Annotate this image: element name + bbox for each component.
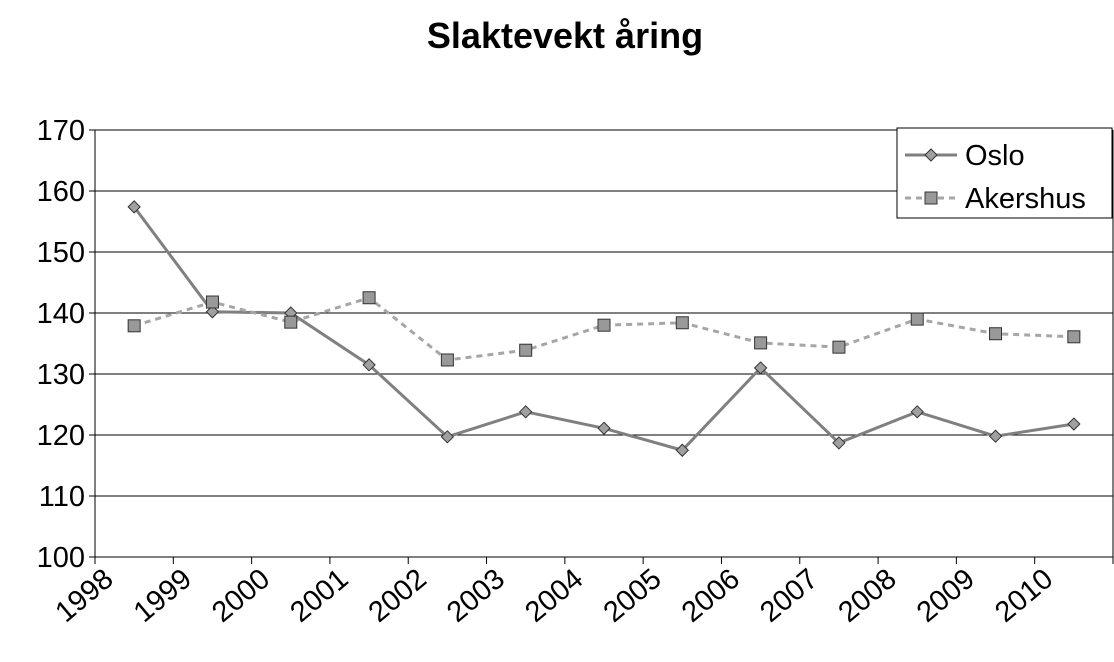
marker	[127, 200, 141, 214]
x-tick-label: 2000	[206, 563, 276, 629]
x-tick-label: 2005	[598, 563, 668, 629]
marker	[989, 327, 1003, 341]
marker	[284, 315, 298, 329]
x-tick-label: 2008	[833, 563, 903, 629]
y-tick-label: 110	[39, 481, 85, 513]
marker	[127, 319, 141, 333]
y-tick-label: 130	[37, 359, 85, 391]
marker	[1067, 330, 1081, 344]
y-tick-label: 140	[37, 298, 85, 330]
y-tick-label: 160	[37, 176, 85, 208]
marker	[205, 295, 219, 309]
marker	[910, 405, 924, 419]
x-tick-label: 2001	[284, 563, 354, 629]
marker	[1067, 417, 1081, 431]
x-tick-label: 2010	[989, 563, 1059, 629]
marker	[362, 358, 376, 372]
x-tick-label: 2009	[911, 563, 981, 629]
marker	[440, 430, 455, 444]
legend-label: Oslo	[965, 140, 1025, 172]
marker	[518, 405, 533, 419]
legend-label: Akershus	[965, 183, 1086, 215]
marker	[519, 343, 533, 357]
marker	[597, 421, 611, 435]
marker	[205, 305, 220, 319]
marker	[832, 436, 846, 450]
marker	[597, 318, 611, 332]
x-tick-label: 2004	[519, 563, 589, 629]
marker	[753, 361, 768, 375]
chart-title: Slaktevekt åring	[427, 15, 703, 56]
marker	[675, 316, 689, 330]
marker	[362, 291, 376, 305]
x-tick-label: 2007	[754, 563, 824, 629]
legend-marker	[924, 191, 938, 205]
marker	[675, 443, 690, 457]
x-tick-label: 2003	[441, 563, 511, 629]
y-tick-label: 170	[37, 115, 85, 147]
y-tick-label: 100	[37, 542, 85, 574]
y-tick-label: 120	[37, 420, 85, 452]
legend-marker	[924, 148, 938, 162]
marker	[988, 429, 1003, 443]
marker	[910, 312, 924, 326]
marker	[440, 353, 454, 367]
x-tick-label: 1999	[128, 563, 198, 629]
marker	[832, 340, 846, 354]
marker	[754, 336, 768, 350]
x-tick-label: 2006	[676, 563, 746, 629]
x-tick-label: 2002	[363, 563, 433, 629]
y-tick-label: 150	[37, 237, 85, 269]
